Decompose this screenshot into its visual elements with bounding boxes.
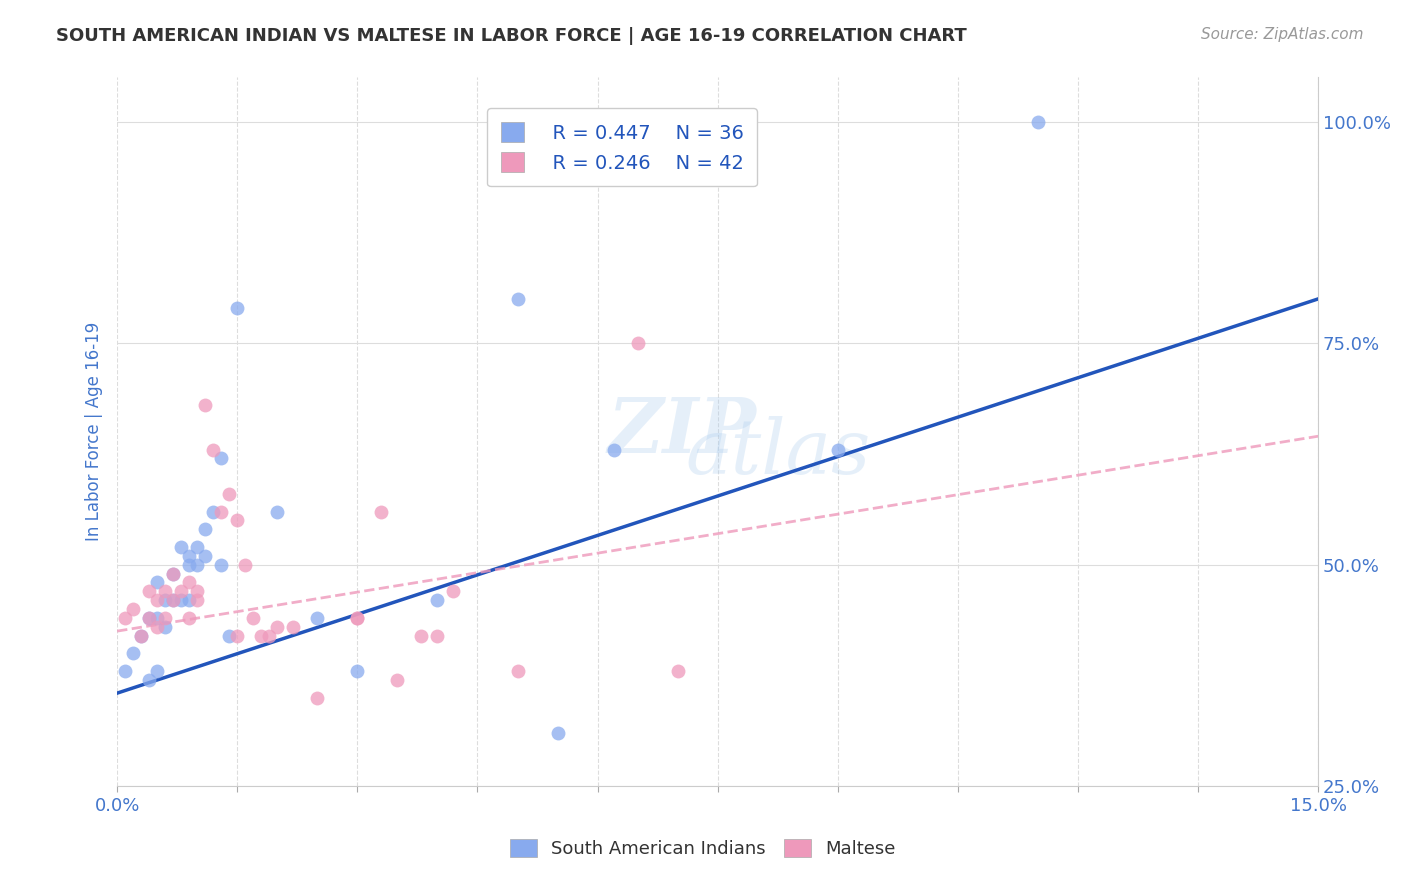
Point [666, 664, 689, 678]
Text: SOUTH AMERICAN INDIAN VS MALTESE IN LABOR FORCE | AGE 16-19 CORRELATION CHART: SOUTH AMERICAN INDIAN VS MALTESE IN LABO… [56, 27, 967, 45]
Point [218, 628, 240, 642]
Point [194, 549, 217, 563]
Point [146, 611, 169, 625]
Point [194, 398, 217, 412]
Point [186, 584, 208, 599]
Point [179, 593, 201, 607]
Point [346, 611, 368, 625]
Point [138, 611, 160, 625]
Text: ZIP: ZIP [607, 395, 756, 469]
Point [242, 611, 264, 625]
Point [266, 504, 288, 518]
Point [155, 584, 177, 599]
Point [170, 540, 193, 554]
Point [179, 558, 201, 572]
Point [122, 646, 145, 660]
Point [1026, 114, 1049, 128]
Point [202, 504, 225, 518]
Point [186, 593, 208, 607]
Point [162, 566, 184, 581]
Point [626, 868, 648, 882]
Point [307, 611, 329, 625]
Point [179, 575, 201, 590]
Point [226, 628, 249, 642]
Point [146, 575, 169, 590]
Point [186, 540, 208, 554]
Point [138, 611, 160, 625]
Point [155, 593, 177, 607]
Point [443, 584, 465, 599]
Point [226, 301, 249, 315]
Point [290, 814, 312, 829]
Point [162, 566, 184, 581]
Point [226, 513, 249, 527]
Point [426, 593, 449, 607]
Point [218, 487, 240, 501]
Point [146, 593, 169, 607]
Point [129, 628, 152, 642]
Point [209, 558, 232, 572]
Point [307, 690, 329, 705]
Point [114, 611, 136, 625]
Point [170, 593, 193, 607]
Text: Source: ZipAtlas.com: Source: ZipAtlas.com [1201, 27, 1364, 42]
Point [138, 673, 160, 687]
Point [162, 593, 184, 607]
Point [114, 664, 136, 678]
Point [370, 504, 392, 518]
Point [209, 451, 232, 466]
Point [146, 620, 169, 634]
Point [202, 442, 225, 457]
Point [506, 292, 529, 306]
Point [346, 611, 368, 625]
Point [387, 673, 409, 687]
Point [146, 664, 169, 678]
Point [186, 558, 208, 572]
Point [179, 611, 201, 625]
Point [233, 558, 256, 572]
Point [129, 628, 152, 642]
Point [426, 628, 449, 642]
Legend: South American Indians, Maltese: South American Indians, Maltese [503, 831, 903, 865]
Point [266, 620, 288, 634]
Point [250, 628, 273, 642]
Point [547, 726, 569, 740]
Point [179, 549, 201, 563]
Legend:   R = 0.447    N = 36,   R = 0.246    N = 42: R = 0.447 N = 36, R = 0.246 N = 42 [488, 109, 758, 186]
Point [827, 442, 849, 457]
Point [209, 504, 232, 518]
Point [194, 522, 217, 536]
Point [122, 602, 145, 616]
Point [170, 584, 193, 599]
Point [162, 593, 184, 607]
Point [602, 442, 624, 457]
Point [411, 628, 433, 642]
Point [259, 628, 281, 642]
Point [506, 664, 529, 678]
Point [346, 664, 368, 678]
Point [155, 620, 177, 634]
Point [322, 788, 344, 802]
Point [155, 611, 177, 625]
Y-axis label: In Labor Force | Age 16-19: In Labor Force | Age 16-19 [86, 322, 103, 541]
Text: atlas: atlas [685, 416, 870, 490]
Point [626, 336, 648, 351]
Point [283, 620, 305, 634]
Point [138, 584, 160, 599]
